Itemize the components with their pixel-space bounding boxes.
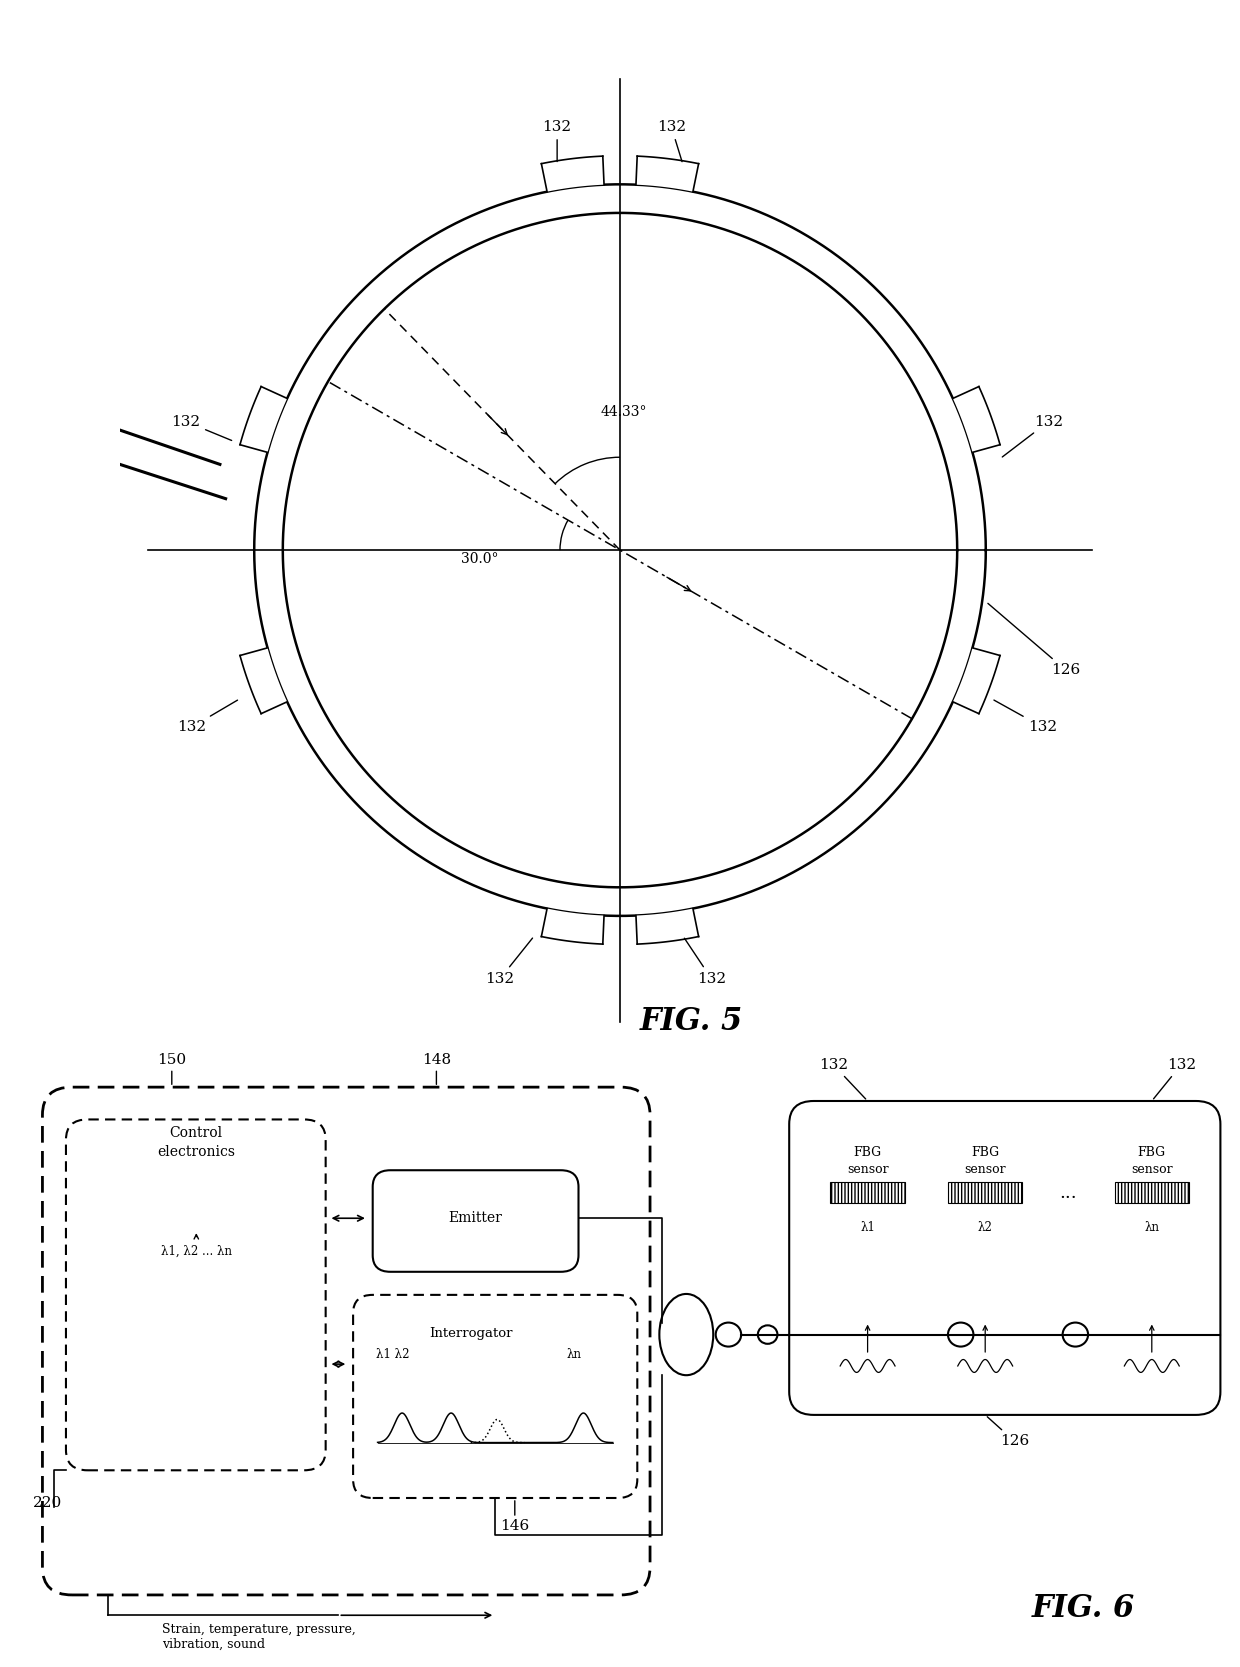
Text: 126: 126 <box>988 603 1080 677</box>
FancyBboxPatch shape <box>353 1295 637 1499</box>
Text: 132: 132 <box>177 700 238 733</box>
Text: λ1, λ2 ... λn: λ1, λ2 ... λn <box>161 1245 232 1259</box>
Bar <box>1115 1182 1189 1202</box>
Text: 132: 132 <box>485 939 532 985</box>
Text: FBG
sensor: FBG sensor <box>965 1145 1006 1175</box>
Text: 44.33°: 44.33° <box>600 405 647 418</box>
Text: λn: λn <box>567 1349 582 1362</box>
Text: 220: 220 <box>32 1495 62 1510</box>
Text: ...: ... <box>1060 1184 1078 1202</box>
Text: 132: 132 <box>994 700 1058 733</box>
Polygon shape <box>952 387 999 452</box>
Text: 132: 132 <box>1002 415 1063 457</box>
Text: 126: 126 <box>987 1417 1029 1449</box>
Polygon shape <box>542 909 604 944</box>
Bar <box>831 1182 905 1202</box>
FancyBboxPatch shape <box>789 1100 1220 1415</box>
Text: 150: 150 <box>157 1054 186 1084</box>
Text: FIG. 6: FIG. 6 <box>1032 1594 1135 1624</box>
Text: 132: 132 <box>1153 1057 1195 1099</box>
Text: Strain, temperature, pressure,
vibration, sound: Strain, temperature, pressure, vibration… <box>162 1622 356 1650</box>
Text: FBG
sensor: FBG sensor <box>847 1145 888 1175</box>
Text: FIG. 5: FIG. 5 <box>640 1007 743 1037</box>
Text: Control
electronics: Control electronics <box>157 1125 236 1159</box>
Polygon shape <box>241 648 288 713</box>
Text: λ1 λ2: λ1 λ2 <box>376 1349 409 1362</box>
Polygon shape <box>542 157 604 192</box>
Bar <box>947 1182 1023 1202</box>
Text: 132: 132 <box>657 120 686 162</box>
Polygon shape <box>241 387 288 452</box>
Polygon shape <box>636 909 698 944</box>
Polygon shape <box>636 157 698 192</box>
Text: 146: 146 <box>500 1500 529 1534</box>
FancyBboxPatch shape <box>66 1120 326 1470</box>
FancyBboxPatch shape <box>373 1170 579 1272</box>
Text: Interrogator: Interrogator <box>429 1327 512 1340</box>
Text: 132: 132 <box>171 415 232 440</box>
Text: Emitter: Emitter <box>449 1212 502 1225</box>
Polygon shape <box>952 648 999 713</box>
Text: 132: 132 <box>684 939 725 985</box>
Text: λ1: λ1 <box>861 1220 875 1234</box>
Text: 132: 132 <box>818 1057 866 1099</box>
Text: 30.0°: 30.0° <box>460 552 498 565</box>
Text: 148: 148 <box>422 1054 451 1084</box>
Text: λn: λn <box>1145 1220 1159 1234</box>
Text: 132: 132 <box>543 120 572 162</box>
Text: λ2: λ2 <box>978 1220 993 1234</box>
FancyBboxPatch shape <box>42 1087 650 1595</box>
Text: FBG
sensor: FBG sensor <box>1131 1145 1173 1175</box>
